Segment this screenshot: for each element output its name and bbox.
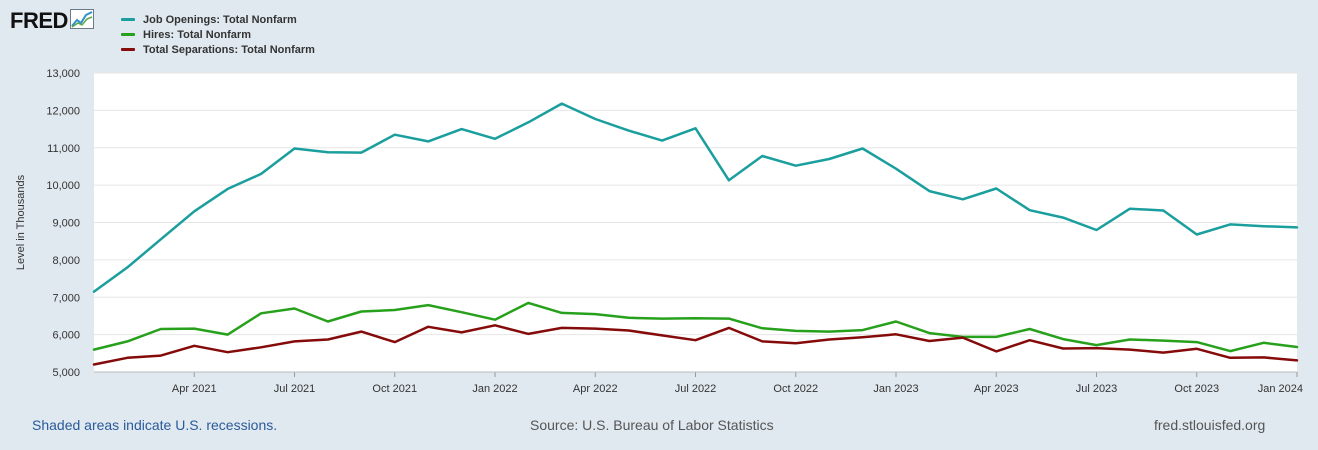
y-axis-label: Level in Thousands: [15, 174, 27, 270]
y-tick-label: 9,000: [52, 218, 80, 230]
chart-trend-icon: [69, 8, 94, 34]
fred-logo-text: FRED: [10, 8, 68, 33]
x-tick-label: Jul 2022: [675, 383, 717, 395]
x-tick-label: Jul 2021: [274, 383, 316, 395]
site-link[interactable]: fred.stlouisfed.org: [1154, 417, 1266, 433]
y-tick-label: 12,000: [46, 105, 80, 117]
y-tick-label: 5,000: [52, 367, 80, 379]
chart-legend: Job Openings: Total Nonfarm Hires: Total…: [121, 12, 315, 57]
y-tick-label: 7,000: [52, 292, 80, 304]
series-line-hires[interactable]: [92, 301, 1299, 353]
recessions-note-link[interactable]: Shaded areas indicate U.S. recessions.: [32, 417, 278, 433]
series-line-separations[interactable]: [92, 324, 1299, 366]
legend-swatch-job-openings: [121, 18, 135, 21]
x-tick-label: Oct 2022: [773, 383, 818, 395]
legend-label-hires: Hires: Total Nonfarm: [143, 28, 251, 41]
x-tick-label: Oct 2021: [372, 383, 417, 395]
line-chart[interactable]: 5,000 6,000 7,000 8,000 9,000 10,000 11,000 12,…: [0, 0, 1318, 410]
legend-label-separations: Total Separations: Total Nonfarm: [143, 43, 315, 56]
legend-label-job-openings: Job Openings: Total Nonfarm: [143, 13, 297, 26]
x-tick-label: Apr 2022: [573, 383, 618, 395]
y-tick-label: 8,000: [52, 255, 80, 267]
x-tick-label: Jul 2023: [1076, 383, 1118, 395]
y-tick-label: 13,000: [46, 68, 80, 80]
x-tick-label: Apr 2023: [974, 383, 1019, 395]
x-tick-label: Apr 2021: [172, 383, 217, 395]
x-tick-label: Jan 2024: [1258, 383, 1303, 395]
x-tick-label: Jan 2022: [472, 383, 517, 395]
legend-swatch-separations: [121, 48, 135, 51]
y-tick-label: 6,000: [52, 330, 80, 342]
y-tick-label: 11,000: [47, 143, 80, 155]
y-tick-label: 10,000: [46, 180, 80, 192]
fred-logo[interactable]: FRED: [10, 8, 94, 34]
legend-item-hires[interactable]: Hires: Total Nonfarm: [121, 27, 315, 42]
x-tick-label: Oct 2023: [1174, 383, 1219, 395]
legend-swatch-hires: [121, 33, 135, 36]
x-tick-label: Jan 2023: [873, 383, 918, 395]
legend-item-job-openings[interactable]: Job Openings: Total Nonfarm: [121, 12, 315, 27]
legend-item-separations[interactable]: Total Separations: Total Nonfarm: [121, 42, 315, 57]
source-note: Source: U.S. Bureau of Labor Statistics: [530, 417, 774, 433]
series-line-job-openings[interactable]: [92, 102, 1299, 293]
